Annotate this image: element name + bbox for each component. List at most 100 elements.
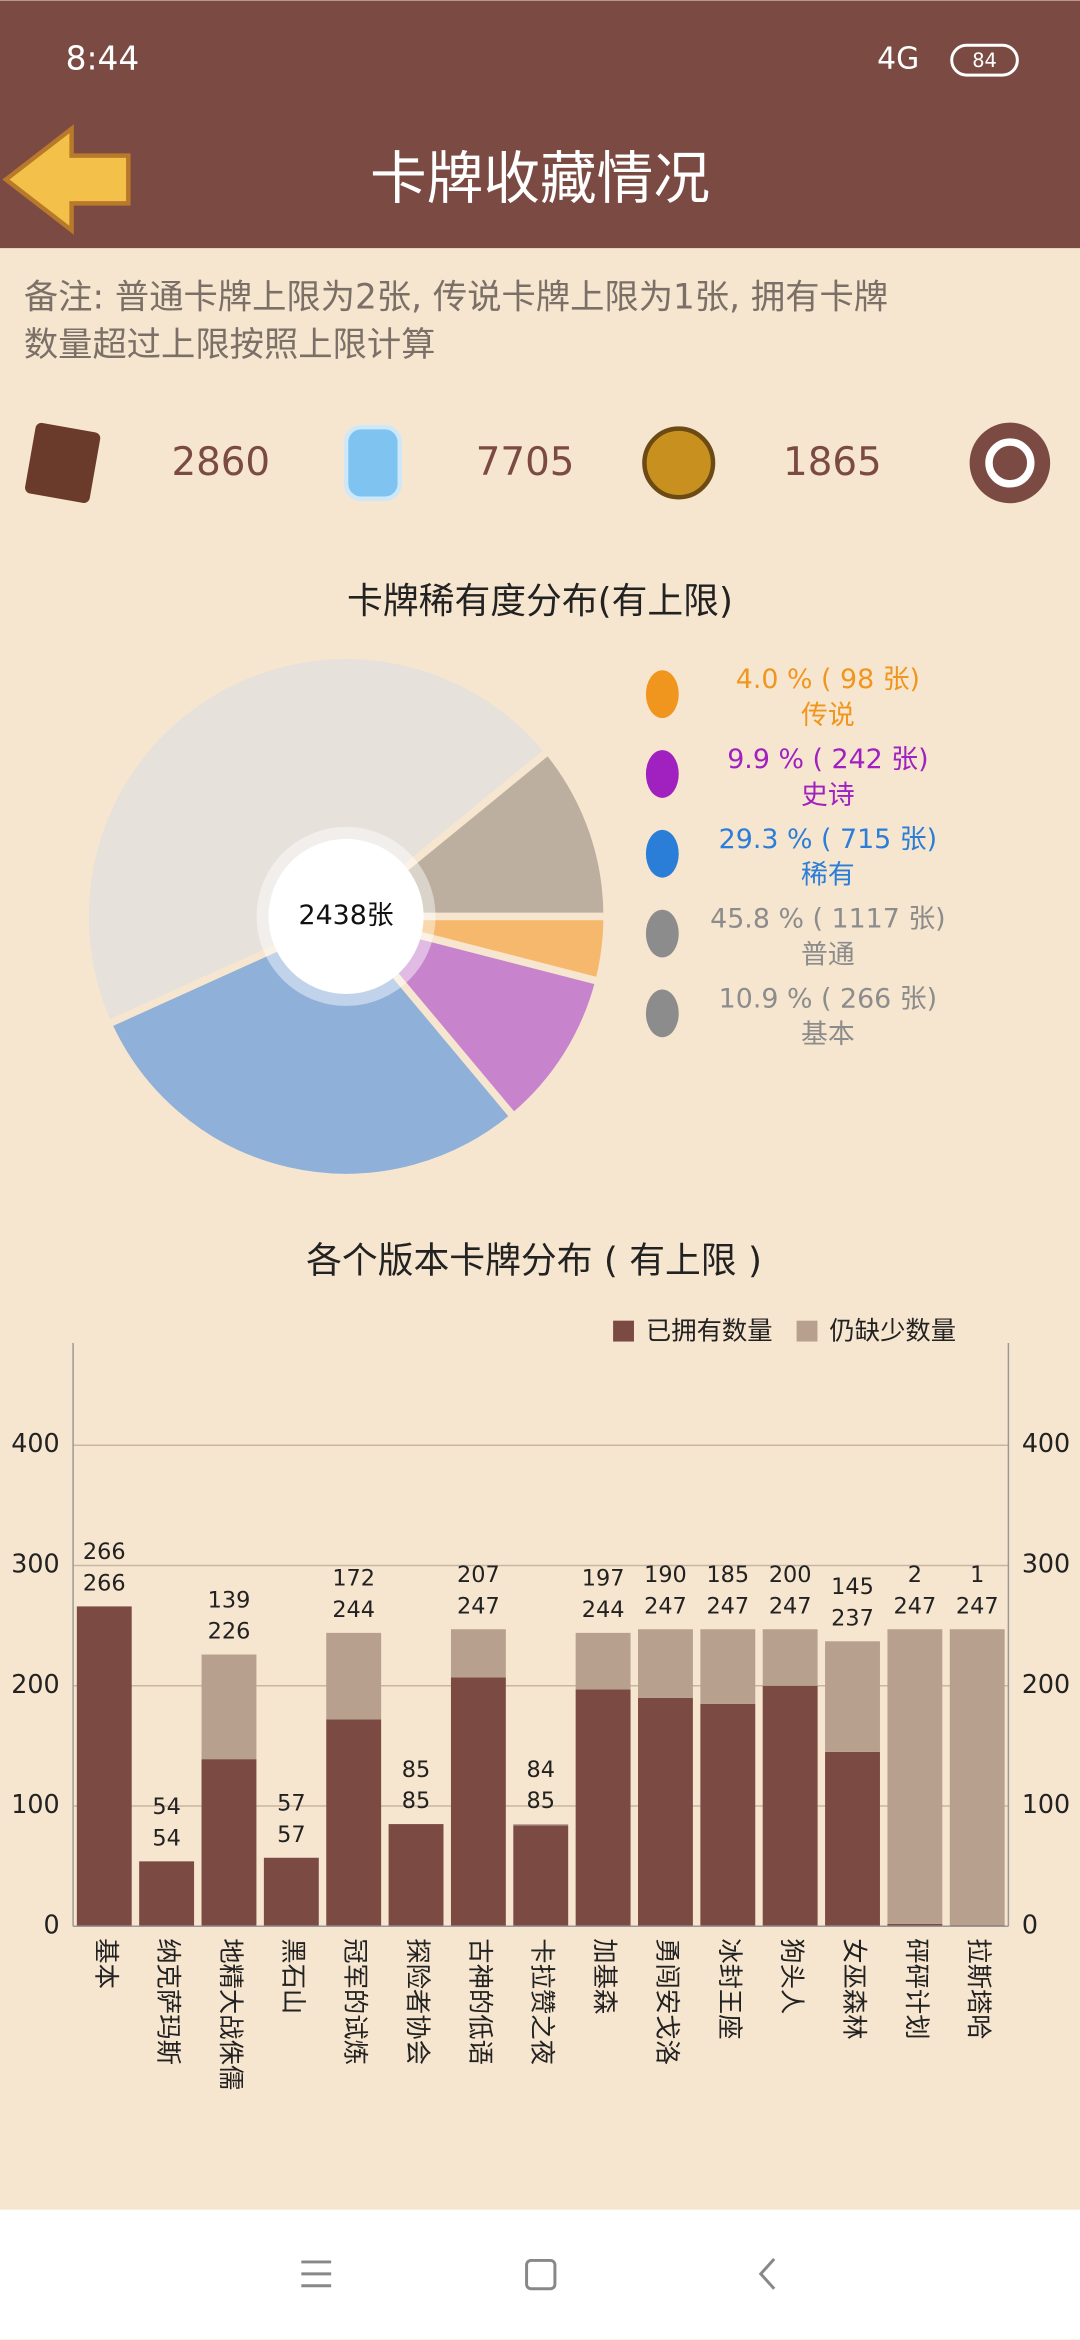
legend-value: 9.9 % ( 242 张) — [727, 744, 928, 775]
y-tick-label: 0 — [44, 1909, 60, 1939]
owned-label: 54 — [152, 1794, 180, 1820]
legend-value: 4.0 % ( 98 张) — [736, 664, 920, 695]
x-tick-label: 基本 — [91, 1938, 121, 1989]
nav-back[interactable] — [758, 2257, 776, 2290]
owned-label: 190 — [644, 1562, 687, 1588]
x-tick-label: 冰封王座 — [715, 1938, 745, 2039]
gold-count: 1865 — [783, 440, 882, 485]
x-tick-label: 狗头人 — [777, 1938, 807, 2014]
total-label: 247 — [769, 1593, 812, 1619]
y2-tick-label: 400 — [1022, 1428, 1070, 1458]
bar-segment — [513, 1824, 569, 1826]
y-tick-label: 200 — [11, 1669, 59, 1699]
legend-label: 传说 — [801, 700, 855, 731]
nav-home[interactable] — [525, 2258, 557, 2291]
owned-label: 172 — [332, 1566, 375, 1592]
x-tick-label: 女巫森林 — [840, 1938, 870, 2039]
legend-label: 普通 — [801, 939, 855, 970]
back-button[interactable] — [2, 124, 131, 235]
owned-label: 145 — [831, 1574, 874, 1600]
legend-label: 基本 — [801, 1019, 855, 1050]
bar-segment — [887, 1629, 943, 1924]
bar-segment — [201, 1654, 257, 1760]
bar-segment — [450, 1629, 506, 1678]
nav-menu[interactable] — [301, 2260, 332, 2288]
bar-segment — [949, 1629, 1005, 1926]
bar-segment — [700, 1629, 756, 1704]
bar-segment — [575, 1632, 631, 1690]
bar-segment — [388, 1824, 444, 1927]
x-tick-label: 卡拉赞之夜 — [528, 1938, 558, 2065]
total-label: 85 — [402, 1788, 430, 1814]
status-time: 8:44 — [66, 40, 140, 78]
owned-label: 207 — [457, 1562, 500, 1588]
total-label: 247 — [457, 1593, 500, 1619]
bar-segment — [139, 1861, 195, 1927]
legend-swatch — [613, 1320, 634, 1342]
total-label: 247 — [894, 1593, 937, 1619]
y2-tick-label: 200 — [1022, 1669, 1070, 1699]
total-label: 244 — [582, 1597, 625, 1623]
owned-label: 185 — [706, 1562, 749, 1588]
owned-label: 85 — [402, 1757, 430, 1783]
legend-value: 45.8 % ( 1117 张) — [710, 904, 946, 935]
x-tick-label: 探险者协会 — [403, 1938, 433, 2065]
bar-segment — [450, 1677, 506, 1927]
legend-label: 史诗 — [801, 780, 855, 811]
gold-icon — [642, 426, 716, 500]
x-tick-label: 勇闯安戈洛 — [652, 1938, 682, 2065]
bar-segment — [575, 1689, 631, 1927]
legend-gem — [645, 989, 679, 1038]
cards-icon — [25, 422, 101, 503]
note-line: 数量超过上限按照上限计算 — [24, 325, 436, 365]
bar-segment — [326, 1632, 382, 1720]
pie-slice — [335, 909, 604, 1122]
x-tick-label: 冠军的试炼 — [341, 1938, 371, 2065]
y-tick-label: 100 — [11, 1789, 59, 1819]
x-tick-label: 黑石山 — [278, 1938, 308, 2014]
chart-title: 各个版本卡牌分布 ( 有上限 ) — [306, 1240, 762, 1281]
total-label: 244 — [332, 1597, 375, 1623]
owned-label: 200 — [769, 1562, 812, 1588]
total-label: 266 — [83, 1571, 126, 1597]
bar-segment — [762, 1629, 818, 1686]
bar-segment — [638, 1697, 693, 1927]
card-count: 2860 — [171, 440, 270, 485]
legend-label: 仍缺少数量 — [829, 1316, 956, 1346]
total-label: 247 — [706, 1593, 749, 1619]
dust-icon — [343, 424, 403, 501]
bar-segment — [887, 1923, 943, 1927]
header-bar — [0, 0, 1080, 249]
x-tick-label: 地精大战侏儒 — [216, 1938, 246, 2090]
owned-label: 2 — [908, 1562, 922, 1588]
bar-segment — [638, 1629, 693, 1698]
page-title: 卡牌收藏情况 — [370, 146, 710, 212]
bar-segment — [700, 1703, 756, 1927]
bar-segment — [513, 1825, 569, 1927]
total-label: 57 — [277, 1822, 305, 1848]
x-tick-label: 拉斯塔哈 — [964, 1938, 994, 2039]
status-battery: 84 — [972, 49, 997, 72]
x-tick-label: 纳克萨玛斯 — [154, 1938, 184, 2065]
legend-gem — [645, 829, 679, 878]
refresh-button[interactable] — [969, 422, 1051, 504]
total-label: 85 — [527, 1788, 555, 1814]
y2-tick-label: 0 — [1022, 1909, 1038, 1939]
bar-segment — [201, 1759, 257, 1927]
note-line: 备注: 普通卡牌上限为2张, 传说卡牌上限为1张, 拥有卡牌 — [24, 277, 888, 317]
y-tick-label: 400 — [11, 1428, 59, 1458]
y2-tick-label: 100 — [1022, 1789, 1070, 1819]
legend-label: 已拥有数量 — [646, 1316, 773, 1346]
dust-count: 7705 — [476, 440, 575, 485]
total-label: 54 — [152, 1825, 180, 1851]
y2-tick-label: 300 — [1022, 1549, 1070, 1579]
legend-value: 10.9 % ( 266 张) — [719, 983, 937, 1014]
owned-label: 266 — [83, 1539, 126, 1565]
refresh-icon — [985, 438, 1035, 488]
total-label: 247 — [644, 1593, 687, 1619]
total-label: 226 — [208, 1619, 251, 1645]
nav-bar — [0, 2209, 1080, 2340]
owned-label: 1 — [970, 1562, 984, 1588]
bar-segment — [326, 1719, 382, 1927]
